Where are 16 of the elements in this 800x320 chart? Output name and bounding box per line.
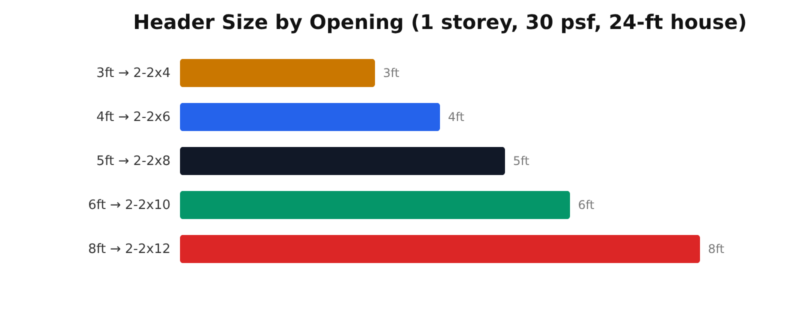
- data-label: 6ft: [578, 198, 595, 212]
- y-tick-label: 5ft → 2-2x8: [96, 154, 170, 169]
- bar: [180, 146, 505, 176]
- y-tick-label: 6ft → 2-2x10: [88, 198, 170, 213]
- data-label: 8ft: [708, 242, 725, 256]
- bar: [180, 102, 440, 132]
- data-label: 4ft: [448, 110, 465, 124]
- bar: [180, 190, 570, 220]
- data-label: 3ft: [383, 66, 400, 80]
- bar: [180, 58, 375, 88]
- y-tick-label: 3ft → 2-2x4: [96, 66, 170, 81]
- data-label: 5ft: [513, 154, 530, 168]
- chart-title: Header Size by Opening (1 storey, 30 psf, 24-ft house): [133, 10, 747, 34]
- y-tick-label: 4ft → 2-2x6: [96, 110, 170, 125]
- bar: [180, 234, 700, 264]
- y-tick-label: 8ft → 2-2x12: [88, 242, 170, 257]
